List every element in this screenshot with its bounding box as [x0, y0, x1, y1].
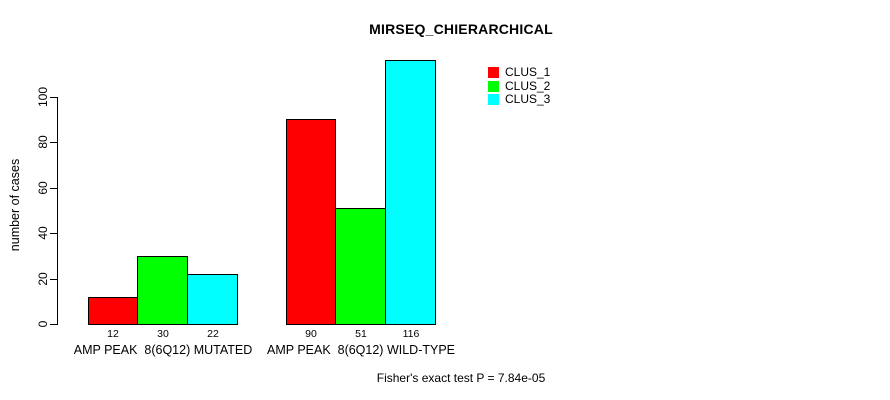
x-group-label: AMP PEAK 8(6Q12) MUTATED	[73, 343, 253, 357]
bar-clus_3-group1	[187, 273, 238, 325]
bar-clus_1-group1	[88, 296, 138, 325]
y-tick-label: 80	[36, 135, 50, 149]
bar-value-label: 30	[157, 328, 169, 340]
legend-swatch-icon	[488, 67, 499, 79]
y-tick-mark	[50, 96, 57, 98]
legend: CLUS_1 CLUS_2 CLUS_3	[488, 66, 550, 106]
bar-value-label: 51	[355, 328, 367, 340]
x-group-label: AMP PEAK 8(6Q12) WILD-TYPE	[266, 343, 456, 357]
legend-item-clus_1: CLUS_1	[488, 66, 550, 79]
bar-clus_3-group2	[385, 60, 436, 325]
y-tick-mark	[50, 142, 57, 143]
bar-value-label: 12	[107, 328, 119, 340]
y-axis-label: number of cases	[8, 158, 22, 252]
y-axis-line	[57, 96, 58, 325]
y-tick-label: 20	[36, 271, 50, 286]
y-tick-label: 0	[36, 320, 50, 328]
bar-clus_2-group1	[137, 255, 188, 325]
y-tick-mark	[50, 187, 57, 189]
bar-value-label: 90	[305, 328, 317, 340]
y-tick-mark	[50, 278, 57, 280]
legend-label: CLUS_2	[505, 78, 551, 93]
chart-title: MIRSEQ_CHIERARCHICAL	[369, 21, 553, 37]
legend-swatch-icon	[488, 80, 499, 92]
legend-label: CLUS_1	[505, 65, 551, 80]
legend-item-clus_2: CLUS_2	[488, 79, 550, 92]
y-tick-label: 100	[36, 86, 50, 107]
y-tick-label: 60	[36, 180, 50, 195]
bar-value-label: 22	[207, 328, 219, 340]
legend-item-clus_3: CLUS_3	[488, 91, 551, 106]
y-tick-mark	[50, 324, 57, 325]
bar-clus_1-group2	[286, 119, 336, 325]
y-tick-mark	[50, 233, 57, 234]
legend-label: CLUS_3	[505, 91, 551, 106]
stats-caption: Fisher's exact test P = 7.84e-05	[376, 371, 546, 385]
bar-value-label: 116	[402, 328, 420, 340]
bar-clus_2-group2	[335, 207, 386, 325]
legend-swatch-icon	[488, 93, 499, 105]
y-tick-label: 40	[36, 226, 50, 240]
